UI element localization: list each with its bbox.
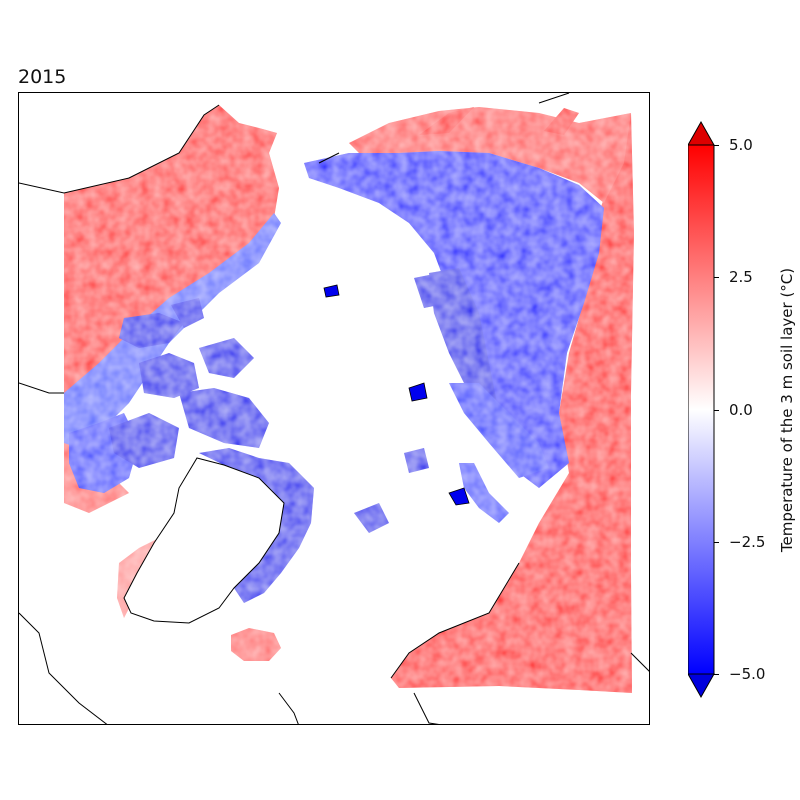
colorbar-tick-mark [714, 674, 719, 675]
region-new-siberian [414, 273, 449, 308]
colorbar-tick-mark [714, 277, 719, 279]
region-greenland-east [199, 448, 314, 603]
region-archipelago-6 [109, 413, 179, 468]
colorbar-tick-label: −2.5 [729, 532, 766, 551]
colorbar: 5.0 2.5 0.0 −2.5 −5.0 [688, 120, 798, 700]
islands [323, 284, 470, 506]
region-iceland [231, 628, 281, 661]
colorbar-tick-mark [714, 409, 719, 411]
region-west-russia [391, 113, 634, 693]
colorbar-tick-mark [714, 541, 719, 543]
colorbar-tick-label: 5.0 [729, 136, 753, 154]
cold-regions [64, 151, 604, 603]
region-chukotka [419, 107, 474, 135]
region-archipelago-2 [171, 298, 204, 328]
region-taymyr [429, 268, 499, 423]
region-yamal [449, 383, 549, 478]
map-svg [19, 93, 649, 724]
colorbar-tick-label: 0.0 [729, 400, 753, 419]
colorbar-extend-min [688, 673, 715, 699]
region-archipelago-3 [139, 353, 199, 398]
colorbar-extend-max [688, 120, 715, 146]
region-svalbard [354, 503, 389, 533]
region-alaska [64, 105, 279, 423]
region-novaya-zemlya [459, 463, 509, 523]
colorbar-tick-mark [714, 145, 719, 146]
greenland-ice-sheet [123, 457, 285, 624]
region-archipelago-4 [199, 338, 254, 378]
colorbar-tick-label: −5.0 [729, 665, 766, 683]
colorbar-tick-label: 2.5 [729, 268, 753, 287]
region-siberia [304, 151, 604, 488]
map-title: 2015 [18, 66, 67, 88]
region-kamchatka [544, 108, 579, 135]
region-archipelago-1 [119, 313, 184, 348]
region-franz-josef [404, 448, 429, 473]
colorbar-body [688, 144, 715, 675]
map-panel [18, 92, 650, 725]
colorbar-label: Temperature of the 3 m soil layer (°C) [778, 267, 796, 553]
region-archipelago-5 [179, 388, 269, 448]
coastlines [19, 93, 649, 724]
